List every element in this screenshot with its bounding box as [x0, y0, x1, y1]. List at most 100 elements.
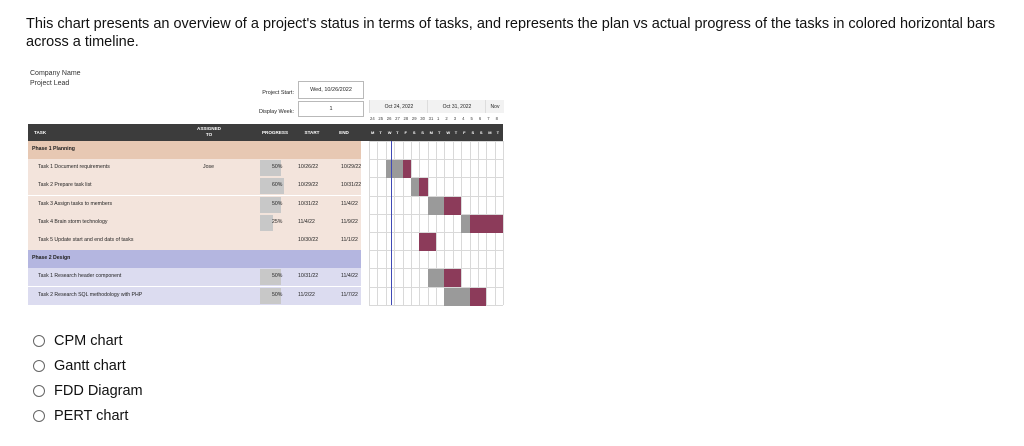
day-number: 30 — [420, 116, 425, 121]
day-number: 7 — [487, 116, 490, 121]
day-letter: S — [421, 130, 424, 135]
display-week-value: 1 — [298, 101, 364, 117]
progress-fill — [260, 160, 281, 177]
option-fdd-diagram[interactable]: FDD Diagram — [33, 378, 143, 403]
day-number: 5 — [470, 116, 473, 121]
grid-line — [436, 141, 437, 305]
cell-start: 10/31/22 — [298, 200, 319, 207]
cell-progress: 50% — [272, 200, 283, 207]
col-assigned: ASSIGNED TO — [197, 126, 221, 137]
task-row: Task 2 Prepare task list 60% 10/29/22 10/31… — [28, 177, 361, 197]
day-letter: T — [496, 130, 500, 135]
phase-row: Phase 1 Planning — [28, 141, 361, 160]
gantt-bar-completed — [427, 196, 445, 215]
cell-start: 10/31/22 — [298, 273, 319, 280]
col-task: TASK — [34, 130, 47, 135]
cell-progress: 50% — [272, 164, 283, 171]
day-letter: F — [404, 130, 407, 135]
day-number: 3 — [453, 116, 457, 121]
day-number: 27 — [395, 116, 400, 121]
gantt-bar-remaining — [419, 233, 436, 251]
progress-fill — [260, 269, 281, 286]
grid-line — [377, 141, 379, 305]
day-letter: T — [396, 130, 399, 135]
cell-progress: 50% — [272, 273, 283, 280]
gantt-figure: Company Name Project Lead Project Start:… — [28, 67, 508, 307]
cell-start: 11/4/22 — [298, 218, 315, 225]
day-number: 25 — [378, 116, 384, 121]
grid-line — [369, 159, 503, 161]
cell-start: 10/26/22 — [298, 164, 319, 171]
cell-task: Task 3 Assign tasks to members — [38, 200, 113, 207]
today-marker — [391, 141, 392, 305]
cell-start: 10/30/22 — [298, 237, 319, 243]
cell-end: 11/1/22 — [341, 237, 358, 243]
gantt-bar-completed — [444, 287, 470, 306]
day-letter: M — [371, 130, 375, 135]
gantt-bar-remaining — [469, 287, 487, 306]
option-pert-chart[interactable]: PERT chart — [33, 403, 143, 428]
cell-assigned: Jose — [203, 164, 214, 171]
grid-line — [369, 250, 503, 252]
option-cpm-chart[interactable]: CPM chart — [33, 328, 143, 353]
gantt-bar-remaining — [402, 160, 411, 179]
company-info: Company Name Project Lead — [30, 69, 81, 89]
progress-fill — [260, 287, 281, 304]
answer-options: CPM chart Gantt chart FDD Diagram PERT c… — [33, 328, 143, 428]
radio-button[interactable] — [33, 384, 45, 397]
col-progress: PROGRESS — [261, 130, 289, 135]
day-number: 6 — [478, 116, 482, 121]
option-gantt-chart[interactable]: Gantt chart — [33, 353, 143, 378]
option-label: FDD Diagram — [54, 382, 143, 399]
week-label: Oct 31, 2022 — [427, 100, 486, 113]
day-letter: F — [463, 130, 466, 135]
company-name: Company Name — [30, 70, 81, 77]
cell-task: Task 5 Update start and end dats of task… — [38, 237, 134, 243]
cell-task: Task 4 Brain storm technology — [38, 218, 108, 225]
day-letter: T — [379, 130, 382, 135]
radio-button[interactable] — [33, 359, 45, 372]
project-start-value: Wed, 10/26/2022 — [298, 81, 364, 99]
day-number: 1 — [437, 116, 440, 121]
task-row: Task 4 Brain storm technology 25% 11/4/22 1… — [28, 213, 361, 233]
cell-start: 11/2/22 — [298, 291, 315, 298]
day-number: 24 — [370, 116, 375, 121]
grid-line — [402, 141, 404, 305]
cell-end: 11/4/22 — [341, 273, 358, 280]
question-text: This chart presents an overview of a pro… — [26, 16, 996, 50]
gantt-bar-completed — [385, 160, 403, 179]
gantt-bar-remaining — [444, 196, 462, 215]
day-letter: T — [438, 130, 441, 135]
radio-button[interactable] — [33, 409, 45, 422]
task-row: Task 3 Assign tasks to members 50% 10/31/2… — [28, 195, 361, 215]
task-row: Task 5 Update start and end dats of task… — [28, 232, 361, 251]
day-number: 28 — [403, 116, 409, 121]
option-label: PERT chart — [54, 407, 129, 424]
day-number: 26 — [386, 116, 392, 121]
radio-button[interactable] — [33, 334, 45, 347]
progress-fill — [260, 196, 281, 213]
gantt-bar-remaining — [444, 269, 462, 288]
cell-progress: 50% — [272, 291, 283, 298]
timeline-grid — [369, 141, 504, 306]
day-number: 31 — [428, 116, 434, 121]
grid-line — [444, 141, 446, 305]
grid-line — [369, 195, 503, 197]
task-row: Task 1 Document requirements Jose 50% 10/26… — [28, 159, 361, 179]
cell-task: Task 1 Research header component — [38, 273, 122, 280]
grid-line — [369, 304, 503, 306]
day-number: 4 — [462, 116, 465, 121]
progress-fill — [260, 178, 284, 195]
gantt-bar-remaining — [469, 214, 503, 233]
day-letter: W — [446, 130, 451, 135]
gantt-bar-completed — [410, 178, 420, 197]
cell-start: 10/29/22 — [298, 182, 319, 189]
grid-line — [369, 141, 503, 142]
gantt-bar-completed — [427, 269, 445, 288]
project-lead: Project Lead — [30, 80, 70, 87]
day-number: 8 — [495, 116, 498, 121]
cell-progress: 25% — [272, 218, 283, 225]
cell-task: Phase 1 Planning — [32, 146, 75, 152]
grid-line — [410, 141, 412, 305]
grid-line — [369, 268, 503, 270]
